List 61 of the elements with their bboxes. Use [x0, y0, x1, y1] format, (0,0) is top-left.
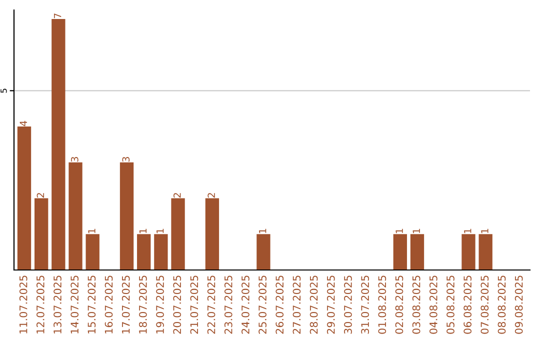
data-label: 1 — [481, 228, 488, 234]
x-tick-label: 29.07.2025 — [326, 276, 335, 334]
bar — [205, 198, 220, 270]
data-label: 4 — [20, 120, 27, 126]
x-tick-label: 16.07.2025 — [104, 276, 113, 334]
x-tick-label: 04.08.2025 — [429, 276, 438, 334]
x-tick-label: 11.07.2025 — [19, 276, 28, 334]
x-tick-label: 22.07.2025 — [207, 276, 216, 334]
data-label: 3 — [122, 157, 130, 162]
bar — [68, 162, 82, 270]
data-label: 1 — [139, 228, 147, 234]
data-label: 1 — [464, 228, 472, 234]
bar — [52, 18, 66, 270]
data-label: 2 — [36, 193, 44, 198]
x-tick-label: 18.07.2025 — [139, 276, 147, 334]
data-label: 7 — [54, 14, 62, 18]
bar — [17, 126, 32, 270]
x-tick-label: 21.07.2025 — [190, 276, 198, 334]
x-tick-label: 13.07.2025 — [54, 276, 62, 334]
x-tick-label: 17.07.2025 — [122, 276, 130, 334]
bar — [86, 234, 100, 270]
x-tick-label: 27.07.2025 — [292, 276, 301, 334]
bar — [410, 234, 424, 270]
data-label: 2 — [208, 193, 215, 198]
data-label: 1 — [156, 228, 164, 234]
x-tick-label: 31.07.2025 — [361, 276, 369, 334]
data-label: 3 — [70, 157, 78, 162]
bar — [462, 234, 476, 270]
data-label: 1 — [412, 228, 420, 234]
x-tick-label: 19.07.2025 — [156, 276, 164, 334]
x-tick-label: 12.07.2025 — [36, 276, 44, 334]
bar — [137, 234, 151, 270]
x-tick-label: 08.08.2025 — [498, 276, 506, 334]
y-tick-label: 5 — [0, 88, 7, 93]
data-label: 1 — [88, 228, 96, 234]
x-tick-label: 03.08.2025 — [412, 276, 420, 334]
x-tick-label: 02.08.2025 — [395, 276, 404, 334]
bar — [393, 234, 407, 270]
x-tick-label: 09.08.2025 — [514, 276, 523, 334]
x-tick-label: 01.08.2025 — [378, 276, 386, 334]
bar — [171, 198, 185, 270]
data-label: 2 — [173, 193, 181, 198]
data-label: 1 — [396, 228, 403, 234]
bar — [256, 234, 270, 270]
x-tick-label: 15.07.2025 — [88, 276, 96, 334]
x-tick-label: 06.08.2025 — [464, 276, 472, 334]
x-tick-label: 20.07.2025 — [173, 276, 182, 334]
bar — [154, 234, 168, 270]
x-tick-label: 30.07.2025 — [344, 276, 352, 334]
x-tick-label: 14.07.2025 — [70, 276, 79, 334]
x-tick-label: 24.07.2025 — [242, 276, 250, 334]
x-tick-label: 23.07.2025 — [224, 276, 232, 334]
x-tick-label: 07.08.2025 — [480, 276, 489, 334]
x-tick-label: 05.08.2025 — [446, 276, 454, 334]
x-tick-label: 28.07.2025 — [310, 276, 318, 334]
bar — [34, 198, 48, 270]
x-tick-label: 25.07.2025 — [258, 276, 266, 334]
data-label: 1 — [259, 228, 266, 234]
x-tick-label: 26.07.2025 — [276, 276, 284, 334]
bar — [478, 234, 492, 270]
bar — [120, 162, 134, 270]
